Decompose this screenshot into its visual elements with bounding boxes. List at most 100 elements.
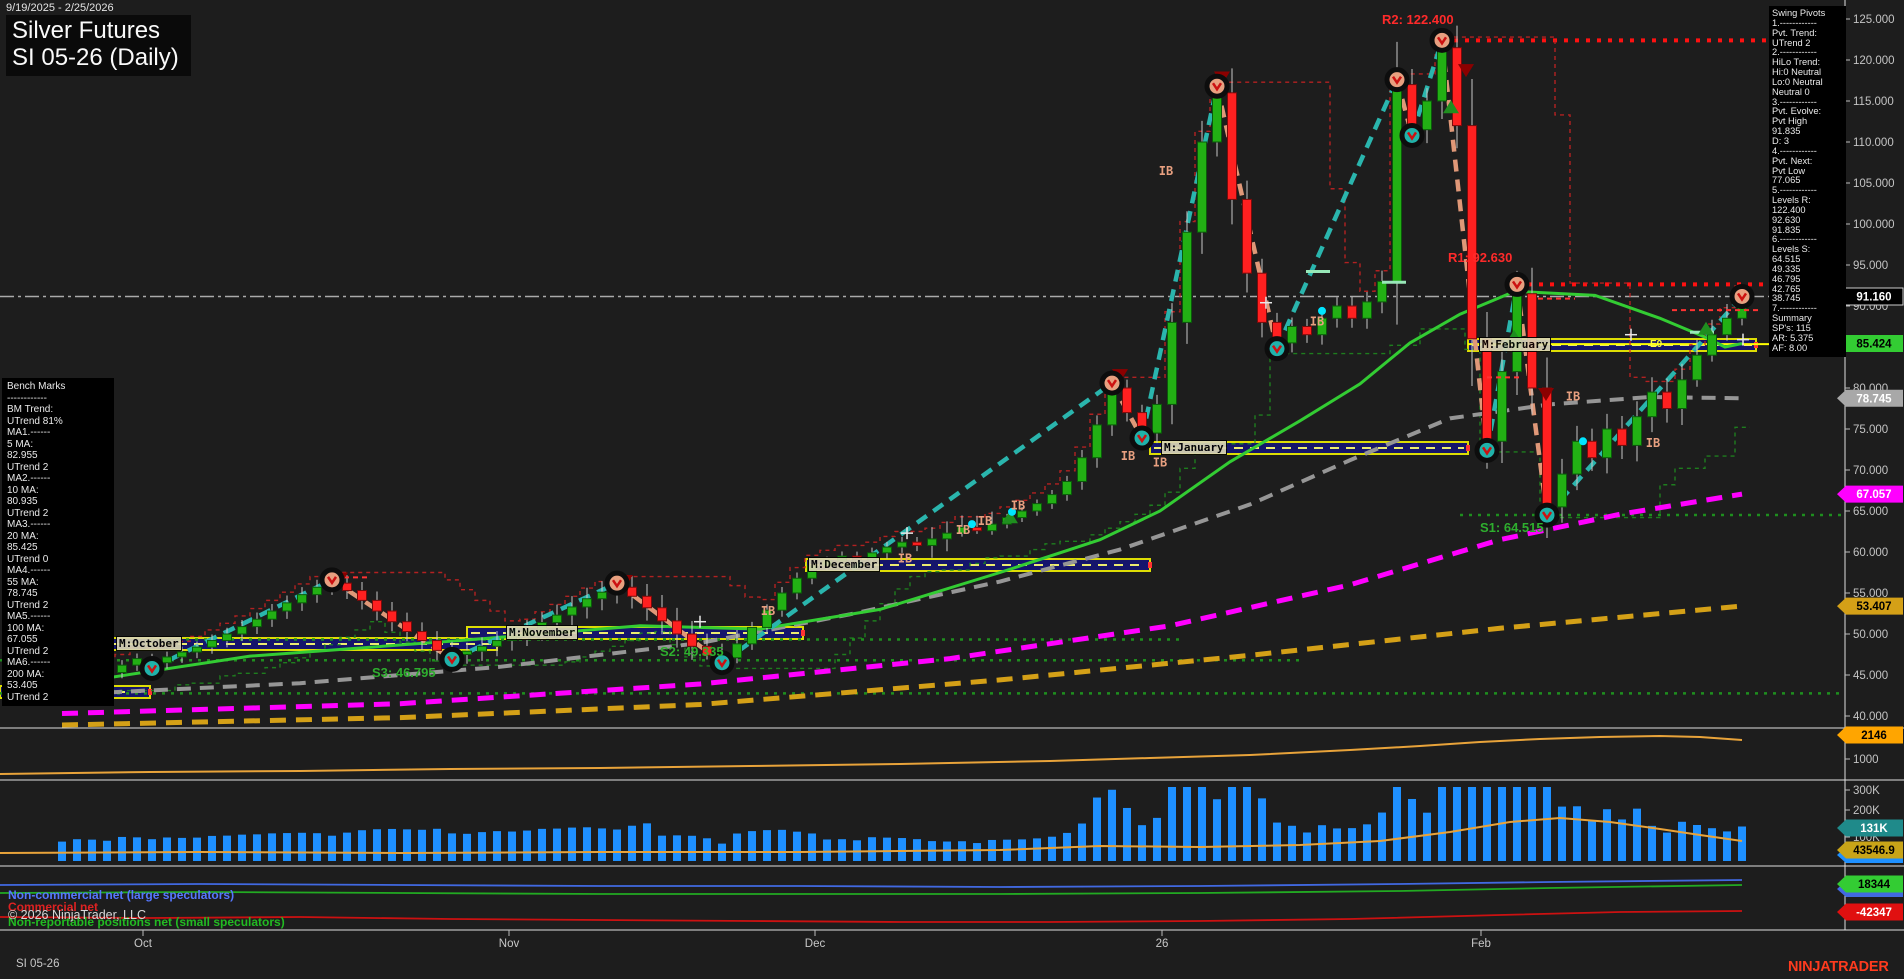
swing-pivots-line: Lo:0 Neutral [1772,76,1823,87]
month-open-label[interactable]: M:October [116,636,182,651]
svg-text:18344: 18344 [1858,879,1891,891]
svg-text:85.424: 85.424 [1856,339,1892,351]
swing-pivots-line: Summary [1772,313,1812,324]
bench-marks-line: 67.055 [7,634,38,645]
bench-marks-line: 82.955 [7,450,38,461]
tab-si-05-26[interactable]: SI 05-26 [16,958,60,970]
instrument-name: Silver Futures [12,17,161,44]
bench-marks-line: UTrend 2 [7,645,49,657]
swing-pivots-line: Pvt Low [1772,165,1806,176]
bench-marks-line: UTrend 2 [7,691,49,703]
svg-text:IB: IB [1159,164,1173,178]
svg-text:IB: IB [898,552,912,566]
swing-pivots-line: SP's: 115 [1772,323,1811,333]
svg-text:IB: IB [761,604,775,618]
volume-bars [58,787,1746,861]
swing-pivots-line: 91.835 [1772,126,1801,137]
swing-pivots-line: 4.------------ [1772,145,1817,156]
month-open-label[interactable]: M:December [808,557,881,572]
bench-marks-line: 100 MA: [7,622,45,634]
r1-level-label: R1: 92.630 [1448,250,1513,265]
svg-text:IB: IB [1646,436,1660,450]
svg-text:131K: 131K [1860,823,1888,835]
month-open-label[interactable]: M:February [1479,337,1552,352]
swing-pivots-panel: Swing Pivots 1.------------ Pvt. Trend: UTr… [1769,6,1846,357]
swing-pivots-line: Levels S: [1772,244,1811,255]
chart-title: Silver Futures SI 05-26 (Daily) [6,15,191,76]
svg-text:IB: IB [978,514,992,528]
bench-marks-line: 20 MA: [7,530,39,542]
svg-text:-42347: -42347 [1856,907,1892,919]
svg-text:60.000: 60.000 [1853,547,1888,559]
svg-text:125.000: 125.000 [1853,14,1895,26]
bench-marks-line: MA6.------ [7,657,51,668]
bench-marks-line: ------------ [7,392,47,404]
swing-pivots-line: AR: 5.375 [1772,332,1814,343]
r2-level-label: R2: 122.400 [1382,12,1454,27]
legend-commercial: Commercial net [8,900,99,914]
swing-pivots-line: Swing Pivots [1772,8,1826,18]
price-axis-ticks: 125.000 120.000 115.000 110.000 105.000 100.0… [1845,14,1895,900]
time-axis-label: Dec [804,938,826,950]
month-open-label[interactable]: M:November [506,625,579,640]
bench-marks-line: 55 MA: [7,576,39,588]
svg-text:1000: 1000 [1853,754,1879,766]
legend-noncommercial: Non-commercial net (large speculators) [8,888,235,902]
date-range: 9/19/2025 - 2/25/2026 [6,2,114,14]
svg-text:110.000: 110.000 [1853,137,1894,149]
bench-marks-line: MA2.------ [7,473,51,484]
swing-pivots-line: UTrend 2 [1772,37,1811,48]
svg-text:40.000: 40.000 [1853,711,1888,723]
swing-pivots-line: 77.065 [1772,175,1801,186]
bench-marks-line: 10 MA: [7,484,39,496]
svg-text:45.000: 45.000 [1853,670,1888,682]
e0-marker-label: E0 [1650,339,1663,350]
svg-text:50.000: 50.000 [1853,629,1888,641]
hilo-step-lines [55,36,1750,692]
swing-pivots-line: Pvt. Trend: [1772,27,1817,38]
s2-level-label: S2: 49.335 [660,644,724,659]
swing-pivots-line: 91.835 [1772,224,1801,235]
svg-text:78.745: 78.745 [1856,393,1892,405]
bench-marks-line: Bench Marks [7,381,66,392]
svg-text:91.160: 91.160 [1856,291,1891,303]
swing-pivot-markers [139,27,1755,681]
svg-text:100.000: 100.000 [1853,219,1895,231]
month-open-label[interactable]: M:January [1161,440,1227,455]
svg-text:43546.9: 43546.9 [1853,845,1895,857]
time-axis-label: Feb [1471,938,1491,950]
svg-text:200K: 200K [1853,805,1880,817]
bench-marks-line: 200 MA: [7,668,45,680]
swing-pivots-line: 3.------------ [1772,96,1817,107]
svg-text:65.000: 65.000 [1853,506,1888,518]
swing-pivots-line: Pvt. Evolve: [1772,106,1822,117]
bench-marks-line: MA4.------ [7,565,51,576]
svg-text:IB: IB [1310,315,1324,329]
swing-pivots-line: 1.------------ [1772,17,1817,28]
swing-pivots-line: 64.515 [1772,254,1801,265]
s3-level-label: S3: 46.795 [372,665,436,680]
svg-text:95.000: 95.000 [1853,260,1888,272]
swing-pivots-line: 46.795 [1772,273,1801,284]
svg-text:120.000: 120.000 [1853,55,1895,67]
swing-pivots-line: AF: 8.00 [1772,342,1808,353]
swing-pivots-line: Pvt High [1772,116,1808,127]
swing-pivots-line: 6.------------ [1772,234,1817,245]
bench-marks-line: MA3.------ [7,519,51,530]
swing-trend-lines [151,39,1744,671]
swing-pivots-line: Levels R: [1772,195,1811,206]
swing-pivots-line: 49.335 [1772,263,1801,274]
swing-pivots-line: HiLo Trend: [1772,57,1821,68]
svg-text:IB: IB [1121,449,1135,463]
bench-marks-line: 78.745 [7,588,38,599]
chart-decorations: IB IB IB IB IB IB IB IB IB IB IB [332,64,1758,628]
time-axis-label: Oct [134,938,152,950]
swing-pivots-line: Hi:0 Neutral [1772,67,1822,78]
svg-text:53.407: 53.407 [1856,601,1891,613]
swing-pivots-line: 38.745 [1772,293,1801,304]
copyright-text: © 2026 NinjaTrader, LLC [8,908,146,922]
bench-marks-panel: Bench Marks ------------ BM Trend: UTrend 8… [2,378,114,706]
svg-text:55.000: 55.000 [1853,588,1888,600]
